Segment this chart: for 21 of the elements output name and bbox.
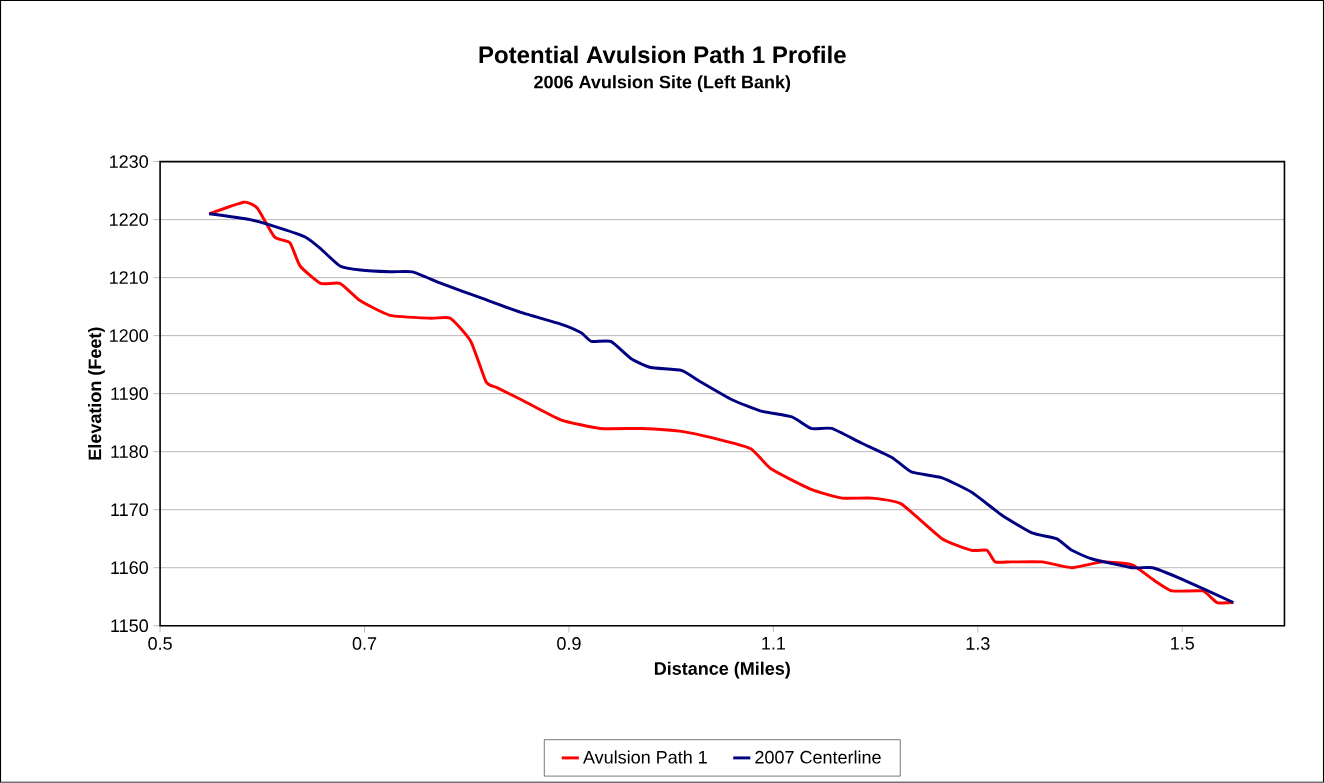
x-tick-label: 0.5	[148, 637, 172, 650]
x-tick-label: 1.5	[1171, 637, 1195, 650]
x-tick-label: 0.7	[352, 637, 377, 650]
legend-label: Avulsion Path 1	[583, 750, 707, 764]
y-tick-label: 1150	[111, 619, 148, 633]
y-tick-label: 1210	[110, 271, 148, 285]
x-tick-label: 1.3	[966, 637, 990, 650]
y-tick-label: 1230	[110, 155, 148, 169]
x-tick-label: 1.1	[762, 637, 786, 650]
x-axis-title: Distance (Miles)	[654, 661, 790, 679]
legend-label: 2007 Centerline	[755, 750, 881, 764]
chart-subtitle: 2006 Avulsion Site (Left Bank)	[534, 75, 791, 93]
y-tick-label: 1170	[111, 503, 148, 517]
y-axis-title: Elevation (Feet)	[88, 327, 105, 460]
y-tick-label: 1180	[111, 445, 148, 459]
y-tick-label: 1190	[111, 387, 148, 401]
y-tick-label: 1160	[111, 561, 148, 575]
chart-title: Potential Avulsion Path 1 Profile	[479, 45, 846, 64]
y-tick-label: 1220	[110, 213, 148, 227]
x-tick-label: 0.9	[557, 637, 581, 650]
y-tick-label: 1200	[110, 329, 148, 343]
